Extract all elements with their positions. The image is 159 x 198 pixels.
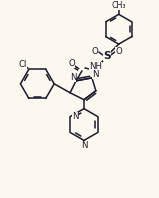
Text: CH₃: CH₃ <box>111 1 126 10</box>
Text: S: S <box>103 51 111 61</box>
Text: O: O <box>92 47 98 56</box>
Text: O: O <box>69 59 75 69</box>
Text: N: N <box>70 73 76 82</box>
Text: O: O <box>115 47 122 56</box>
Text: N: N <box>72 112 78 121</box>
Text: N: N <box>81 141 87 150</box>
Text: Cl: Cl <box>19 60 27 69</box>
Text: NH: NH <box>89 62 102 71</box>
Text: N: N <box>92 70 98 79</box>
